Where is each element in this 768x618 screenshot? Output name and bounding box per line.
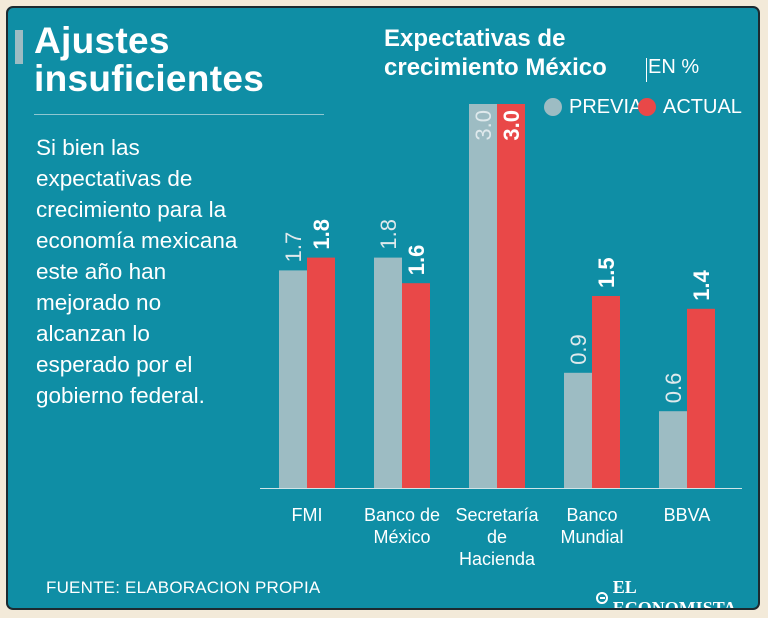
headline: Ajustes insuficientes <box>34 22 264 98</box>
value-label-previous-2: 3.0 <box>471 110 496 141</box>
brand-logo: EL ECONOMISTA <box>596 577 758 610</box>
bar-previous-2 <box>469 104 497 488</box>
value-label-previous-3: 0.9 <box>566 334 591 365</box>
bar-previous-3 <box>564 372 592 488</box>
value-label-previous-1: 1.8 <box>376 219 401 250</box>
bar-actual-0 <box>307 257 335 488</box>
description-text: Si bien las expectativas de crecimiento … <box>36 135 238 408</box>
value-label-actual-0: 1.8 <box>309 219 334 250</box>
category-label-3: Banco Mundial <box>560 505 623 547</box>
legend-actual-dot <box>638 98 656 116</box>
headline-line-1: Ajustes <box>34 20 170 61</box>
bar-actual-3 <box>592 296 620 488</box>
legend-previous-label: PREVIA <box>569 95 643 118</box>
category-label-1: Banco de México <box>364 505 440 547</box>
accent-bar <box>15 30 23 64</box>
infographic-card: Ajustes insuficientes Si bien las expect… <box>6 6 760 610</box>
bar-actual-2 <box>497 104 525 488</box>
units-divider <box>646 58 647 82</box>
brand-name: EL ECONOMISTA <box>612 577 737 610</box>
value-label-actual-2: 3.0 <box>499 110 524 141</box>
chart-title-line-1: Expectativas de <box>384 25 566 52</box>
legend-previous: PREVIA <box>544 95 642 119</box>
chart-title: Expectativas de crecimiento México <box>384 24 607 82</box>
category-label-4: BBVA <box>664 505 711 525</box>
brand-icon <box>596 592 608 604</box>
value-label-actual-1: 1.6 <box>404 245 429 276</box>
bar-actual-1 <box>402 283 430 488</box>
headline-divider <box>34 114 324 115</box>
source-note: FUENTE: ELABORACION PROPIA <box>46 578 321 597</box>
value-label-previous-4: 0.6 <box>661 373 686 404</box>
value-label-previous-0: 1.7 <box>281 232 306 263</box>
chart-units: EN % <box>648 56 700 78</box>
bar-previous-4 <box>659 411 687 488</box>
legend-actual-label: ACTUAL <box>663 95 742 118</box>
headline-line-2: insuficientes <box>34 58 265 99</box>
legend-actual: ACTUAL <box>638 95 742 119</box>
legend-previous-dot <box>544 98 562 116</box>
value-label-actual-3: 1.5 <box>594 257 619 288</box>
category-label-0: FMI <box>292 505 323 525</box>
bar-actual-4 <box>687 308 715 488</box>
bar-previous-1 <box>374 257 402 488</box>
chart-title-line-2: crecimiento México <box>384 54 607 81</box>
value-label-actual-4: 1.4 <box>689 269 714 300</box>
category-label-2: Secretaría de Hacienda <box>455 505 539 569</box>
bar-previous-0 <box>279 270 307 488</box>
